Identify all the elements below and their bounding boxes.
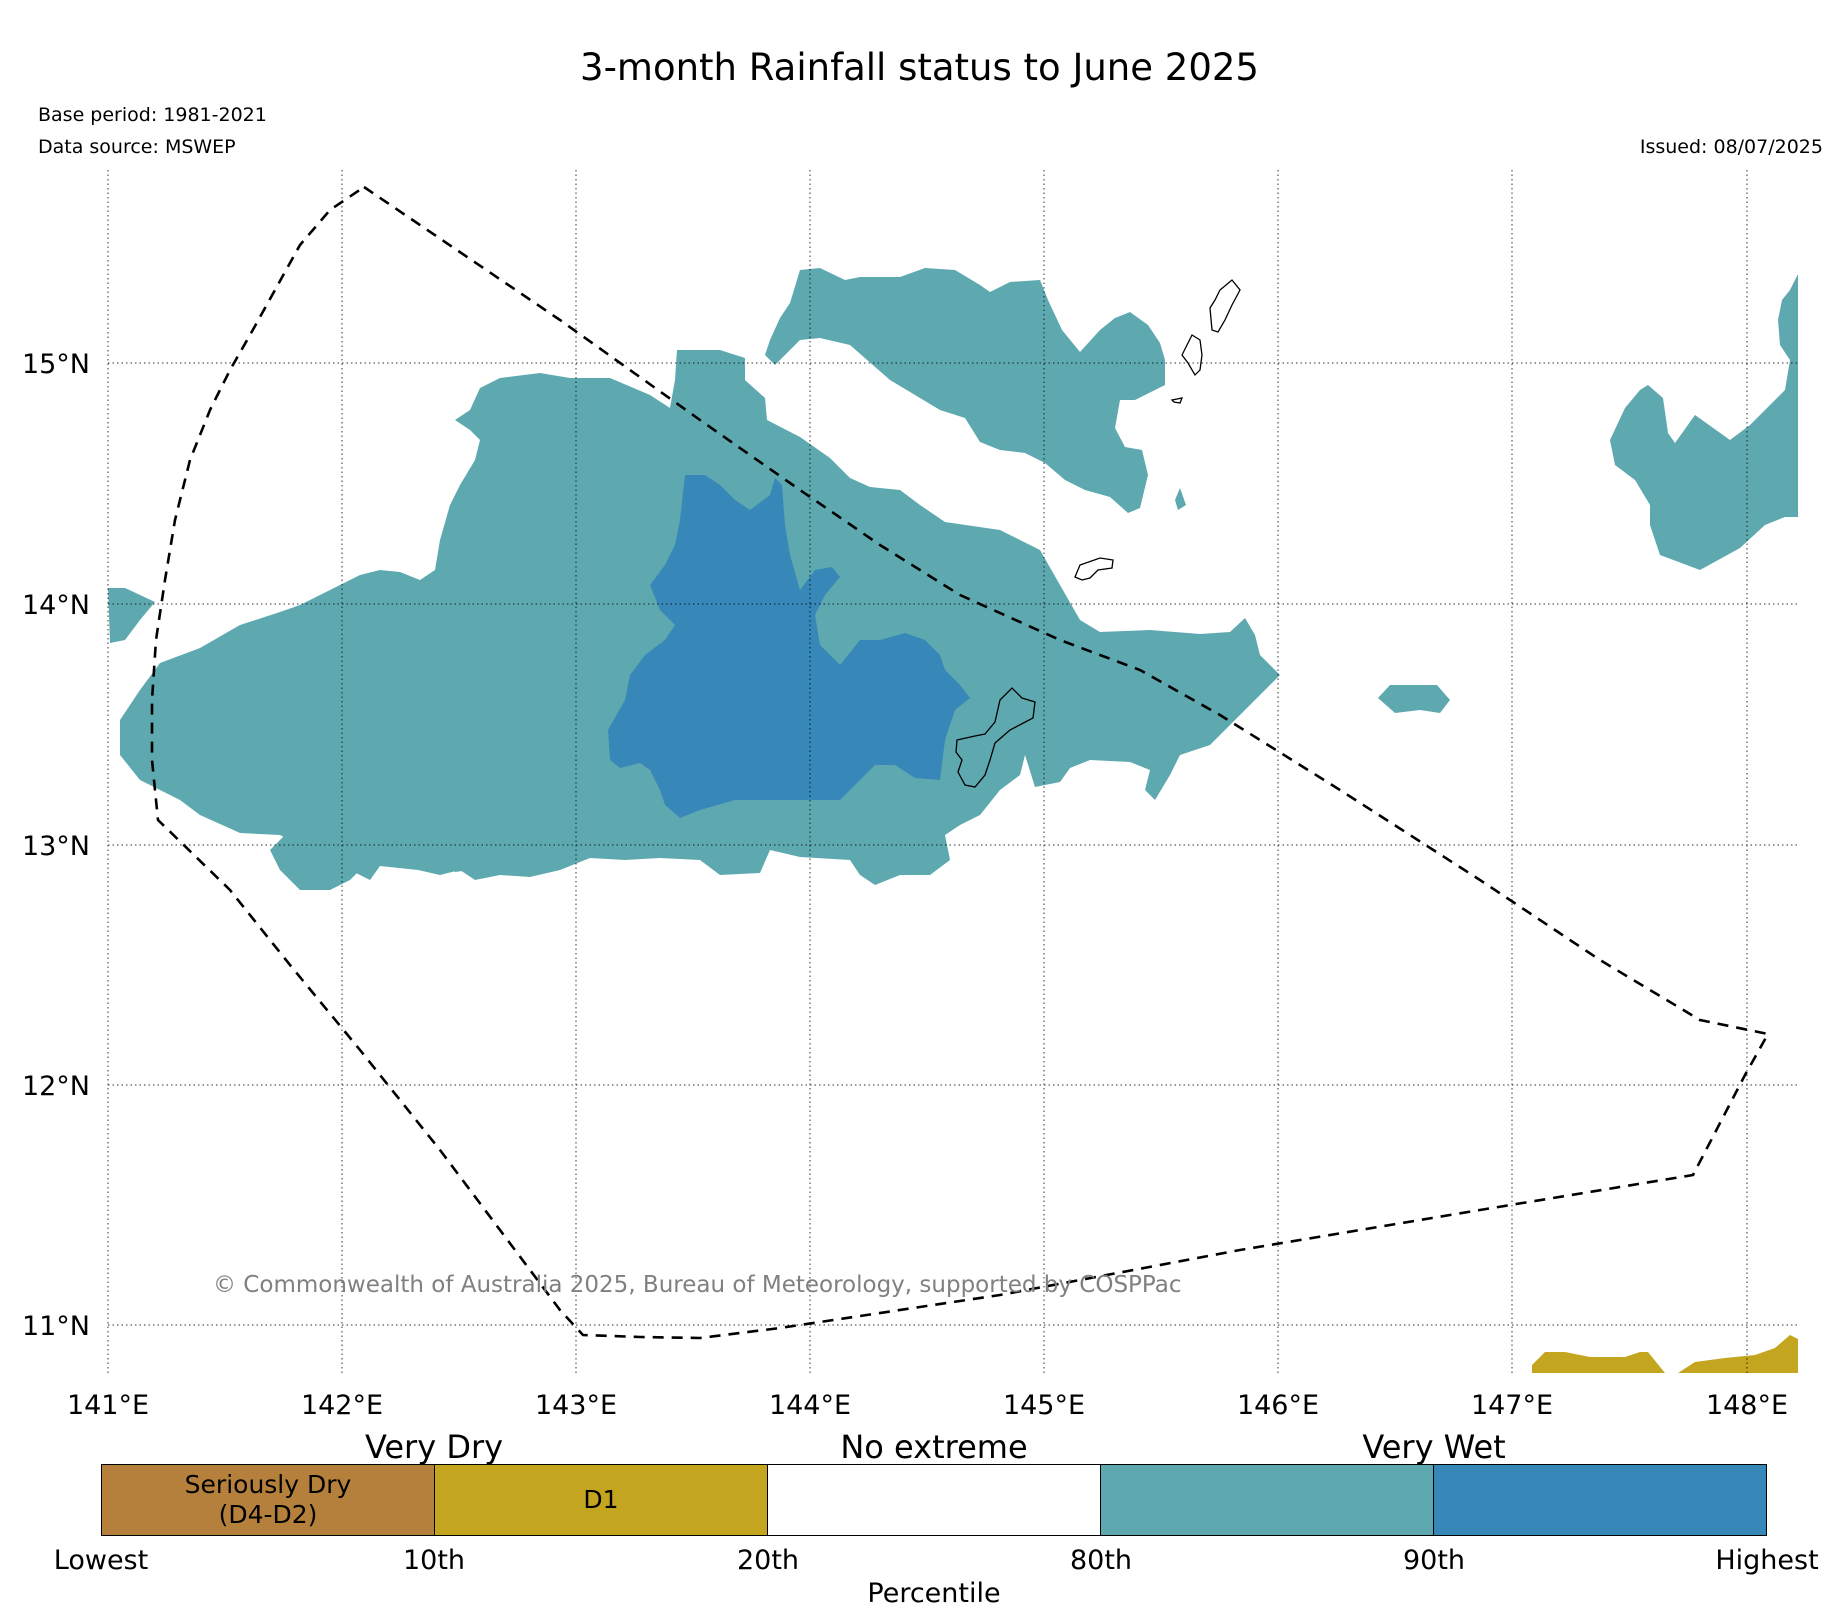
island-saipan bbox=[1209, 279, 1241, 333]
island-aguijan bbox=[1170, 397, 1184, 404]
lon-label: 142°E bbox=[301, 1390, 383, 1421]
island-tinian bbox=[1181, 334, 1203, 377]
wet-80-90-islet-2 bbox=[246, 762, 268, 783]
wet-80-90-islet-5 bbox=[1175, 488, 1186, 510]
island-guam bbox=[955, 687, 1036, 788]
legend-heading-no-extreme: No extreme bbox=[840, 1428, 1028, 1466]
wet-80-90-islet-1 bbox=[176, 682, 198, 728]
legend-90-plus bbox=[1434, 1465, 1766, 1535]
lat-label: 14°N bbox=[22, 590, 90, 621]
wet-80-90-islet-3 bbox=[211, 787, 228, 807]
data-source: Data source: MSWEP bbox=[38, 136, 236, 158]
lat-label: 12°N bbox=[22, 1071, 90, 1102]
lat-tick-labels: 11°N 12°N 13°N 14°N 15°N bbox=[22, 349, 90, 1342]
lat-label: 13°N bbox=[22, 831, 90, 862]
wet-80-90-west-block bbox=[270, 595, 590, 890]
legend-tick-80th: 80th bbox=[1069, 1545, 1133, 1576]
lon-label: 146°E bbox=[1237, 1390, 1319, 1421]
percentile-colorbar: Seriously Dry (D4-D2) D1 bbox=[101, 1464, 1767, 1536]
legend-heading-very-wet: Very Wet bbox=[1362, 1428, 1506, 1466]
lon-tick-labels: 141°E 142°E 143°E 144°E 145°E 146°E 147°… bbox=[67, 1390, 1788, 1421]
eez-boundary bbox=[150, 185, 1771, 1340]
lat-label: 11°N bbox=[22, 1311, 90, 1342]
legend-80-90 bbox=[1101, 1465, 1434, 1535]
lon-label: 148°E bbox=[1706, 1390, 1788, 1421]
lat-label: 15°N bbox=[22, 349, 90, 380]
legend-tick-highest: Highest bbox=[1715, 1545, 1819, 1576]
legend-tick-lowest: Lowest bbox=[53, 1545, 149, 1576]
wet-80-90-east bbox=[1610, 274, 1798, 570]
base-period: Base period: 1981-2021 bbox=[38, 104, 267, 126]
lon-label: 143°E bbox=[535, 1390, 617, 1421]
legend-seriously-dry: Seriously Dry (D4-D2) bbox=[102, 1465, 435, 1535]
lon-label: 141°E bbox=[67, 1390, 149, 1421]
legend-xlabel: Percentile bbox=[867, 1578, 1001, 1609]
rainfall-regions bbox=[108, 268, 1798, 1373]
wet-90-plus-core bbox=[608, 475, 970, 818]
wet-80-90-islet-4 bbox=[1378, 685, 1450, 713]
island-rota bbox=[1074, 557, 1114, 581]
lon-label: 147°E bbox=[1471, 1390, 1553, 1421]
legend-tick-10th: 10th bbox=[402, 1545, 466, 1576]
wet-80-90-north bbox=[765, 268, 1165, 513]
legend-tick-20th: 20th bbox=[736, 1545, 800, 1576]
island-outlines bbox=[955, 279, 1241, 788]
dry-d1-southeast bbox=[1532, 1335, 1798, 1373]
wet-80-90-west-edge bbox=[108, 588, 155, 643]
legend-no-extreme bbox=[768, 1465, 1101, 1535]
legend-tick-90th: 90th bbox=[1402, 1545, 1466, 1576]
lon-label: 144°E bbox=[769, 1390, 851, 1421]
copyright-notice: © Commonwealth of Australia 2025, Bureau… bbox=[213, 1272, 1182, 1298]
legend-d1: D1 bbox=[435, 1465, 768, 1535]
issued-date: Issued: 08/07/2025 bbox=[1639, 136, 1823, 158]
map-title: 3-month Rainfall status to June 2025 bbox=[580, 46, 1259, 89]
legend-heading-very-dry: Very Dry bbox=[364, 1428, 504, 1466]
lon-label: 145°E bbox=[1003, 1390, 1085, 1421]
